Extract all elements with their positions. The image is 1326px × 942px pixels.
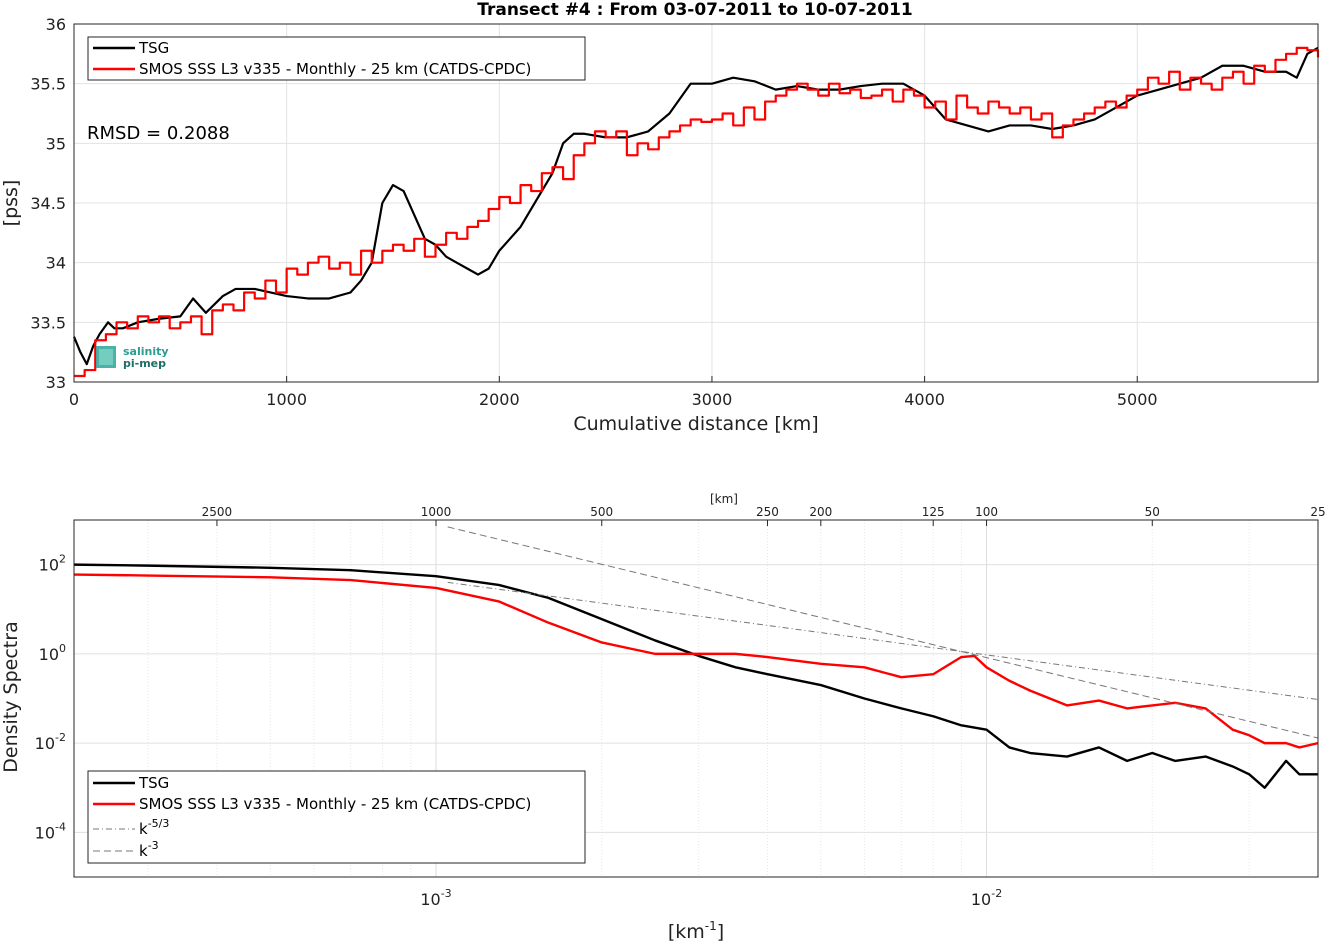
top-series-line-smos xyxy=(74,46,1320,378)
top-ytick-label: 36 xyxy=(46,15,66,34)
top-xtick-label: 4000 xyxy=(904,390,945,409)
top-chart: Transect #4 : From 03-07-2011 to 10-07-2… xyxy=(0,0,1320,435)
bottom-ytick-label: 10-4 xyxy=(35,820,66,842)
top-xtick-label: 5000 xyxy=(1117,390,1158,409)
top-tick-labels: 0 1000 2000 3000 4000 5000 33 33.5 34 34.5 35 35.5 3… xyxy=(30,15,1157,409)
bottom-xtick-label: 10-3 xyxy=(420,887,451,909)
top-series-group xyxy=(72,46,1320,378)
top-legend-box xyxy=(87,36,586,81)
pimep-logo-text-2: pi-mep xyxy=(123,357,166,370)
top-ytick-label: 34.5 xyxy=(30,194,66,213)
top-legend-tsg-label: TSG xyxy=(138,39,169,57)
top-ytick-label: 34 xyxy=(46,254,66,273)
bottom-top-tick-label: 2500 xyxy=(202,505,233,519)
bottom-top-tick-label: 25 xyxy=(1310,505,1325,519)
top-ytick-label: 33 xyxy=(46,373,66,392)
top-chart-title: Transect #4 : From 03-07-2011 to 10-07-2… xyxy=(477,0,913,20)
bottom-series-line-tsg xyxy=(73,563,1318,789)
bottom-chart: 10-4 10-2 100 102 10-3 10-2 2500 1000 500 250 200 1… xyxy=(0,492,1326,942)
bottom-legend: TSG SMOS SSS L3 v335 - Monthly - 25 km (… xyxy=(87,770,586,864)
top-ytick-label: 35.5 xyxy=(30,75,66,94)
bottom-series-group xyxy=(73,526,1319,789)
bottom-tick-labels: 10-4 10-2 100 102 10-3 10-2 2500 1000 500 250 200 1… xyxy=(35,505,1326,909)
bottom-top-tick-label: 1000 xyxy=(421,505,452,519)
bottom-top-tick-label: 100 xyxy=(975,505,998,519)
bottom-series-line-k53 xyxy=(447,581,1319,700)
bottom-top-tick-label: 250 xyxy=(756,505,779,519)
top-legend: TSG SMOS SSS L3 v335 - Monthly - 25 km (… xyxy=(87,36,586,81)
bottom-top-tick-label: 200 xyxy=(809,505,832,519)
bottom-top-tick-label: 50 xyxy=(1145,505,1160,519)
bottom-series-line-smos xyxy=(73,573,1319,749)
top-y-axis-label: [pss] xyxy=(0,180,22,227)
top-series-line-tsg xyxy=(72,46,1319,366)
top-x-axis-label: Cumulative distance [km] xyxy=(573,413,818,435)
rmsd-annotation: RMSD = 0.2088 xyxy=(87,123,230,144)
top-xtick-label: 3000 xyxy=(692,390,733,409)
top-axes-box xyxy=(73,23,1319,383)
bottom-top-tick-label: 500 xyxy=(590,505,613,519)
top-xtick-label: 0 xyxy=(69,390,79,409)
top-xtick-label: 1000 xyxy=(266,390,307,409)
top-ytick-label: 35 xyxy=(46,134,66,153)
pimep-logo-mark-inner xyxy=(99,349,113,365)
bottom-top-axis-label: [km] xyxy=(710,492,738,506)
bottom-legend-smos-label: SMOS SSS L3 v335 - Monthly - 25 km (CATD… xyxy=(139,795,531,813)
bottom-ytick-label: 10-2 xyxy=(35,731,66,753)
bottom-axes-box xyxy=(73,519,1319,878)
top-xtick-label: 2000 xyxy=(479,390,520,409)
bottom-xtick-label: 10-2 xyxy=(971,887,1002,909)
bottom-top-tick-label: 125 xyxy=(922,505,945,519)
top-ytick-label: 33.5 xyxy=(30,313,66,332)
bottom-ytick-label: 100 xyxy=(39,642,66,664)
bottom-ytick-label: 102 xyxy=(39,553,66,575)
bottom-legend-box xyxy=(87,770,586,864)
pimep-logo-text-1: salinity xyxy=(123,345,169,358)
bottom-legend-tsg-label: TSG xyxy=(138,774,169,792)
bottom-series-line-k3 xyxy=(447,526,1319,739)
bottom-y-axis-label: Density Spectra xyxy=(0,621,22,772)
bottom-x-axis-label: [km-1] xyxy=(668,919,724,942)
top-legend-smos-label: SMOS SSS L3 v335 - Monthly - 25 km (CATD… xyxy=(139,60,531,78)
pimep-logo: salinity pi-mep xyxy=(96,345,169,370)
